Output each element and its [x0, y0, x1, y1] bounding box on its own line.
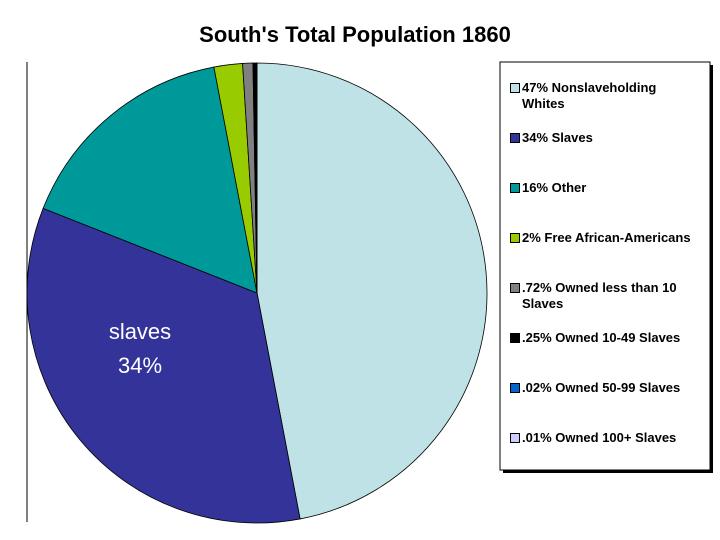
pie-slice [256, 62, 488, 520]
pie-slice [42, 66, 258, 294]
pie-slice [26, 207, 301, 524]
legend-label: .25% Owned 10-49 Slaves [522, 330, 681, 345]
legend-swatch [510, 133, 520, 143]
legend-swatch [510, 383, 520, 393]
legend-label: 2% Free African-Americans [522, 230, 691, 245]
legend-swatch [510, 333, 520, 343]
legend-label: 16% Other [522, 180, 587, 195]
legend-swatch [510, 183, 520, 193]
chart-title: South's Total Population 1860 [199, 22, 511, 47]
legend-swatch [510, 433, 520, 443]
slice-annotation: 34% [118, 353, 162, 378]
legend-label: .72% Owned less than 10 Slaves [522, 280, 677, 311]
legend-swatch [510, 83, 520, 93]
legend-label: .01% Owned 100+ Slaves [522, 430, 677, 445]
legend-label: 34% Slaves [522, 130, 593, 145]
slice-annotation: slaves [109, 319, 171, 344]
legend-swatch [510, 233, 520, 243]
legend-box [499, 61, 711, 471]
legend-swatch [510, 283, 520, 293]
legend-label: .02% Owned 50-99 Slaves [522, 380, 681, 395]
legend-label: 47% Nonslaveholding Whites [522, 80, 657, 111]
